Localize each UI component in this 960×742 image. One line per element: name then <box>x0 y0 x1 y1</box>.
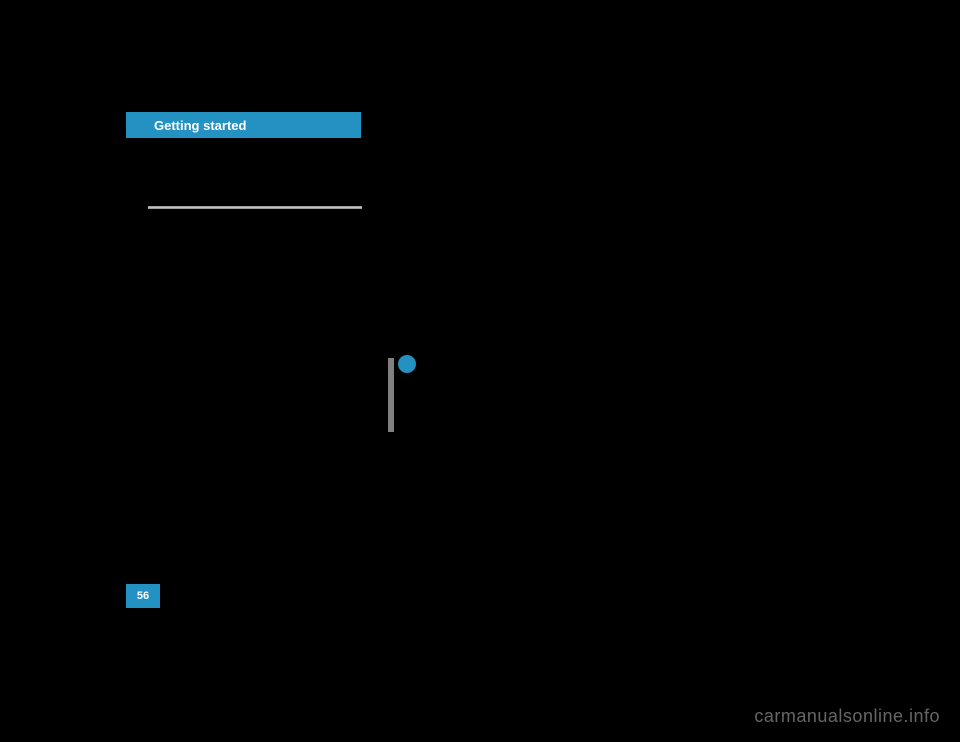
horizontal-divider <box>148 206 362 209</box>
section-header-tab: Getting started <box>126 112 361 138</box>
note-sidebar-bar <box>388 358 394 432</box>
info-circle-icon <box>398 355 416 373</box>
manual-page: Getting started 56 carmanualsonline.info <box>0 0 960 742</box>
page-number-tab: 56 <box>126 584 160 608</box>
page-number: 56 <box>137 590 149 602</box>
section-title: Getting started <box>154 118 246 133</box>
watermark-text: carmanualsonline.info <box>754 706 940 727</box>
